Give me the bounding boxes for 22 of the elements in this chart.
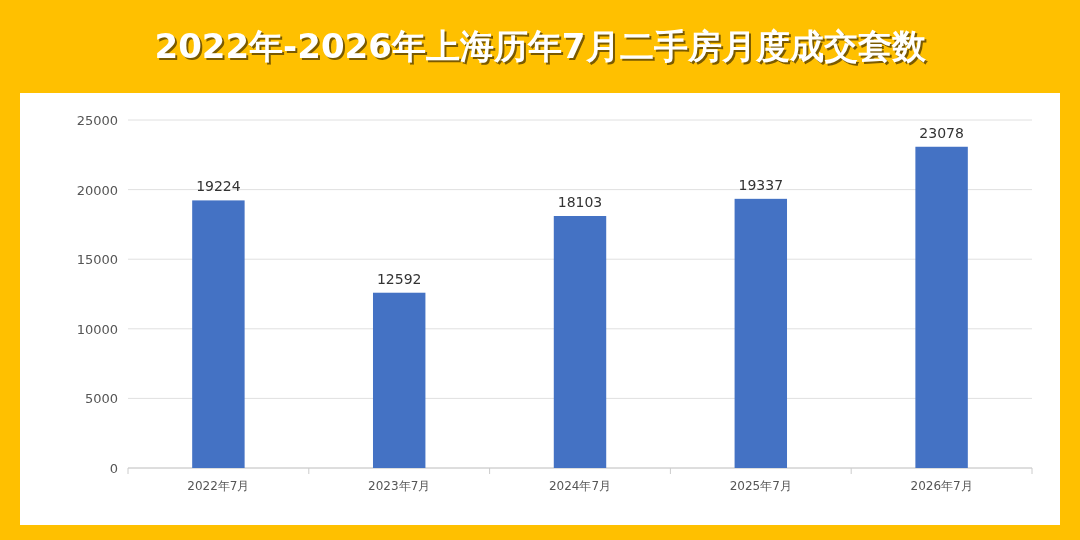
y-tick-label: 15000 xyxy=(76,252,118,268)
data-label: 19337 xyxy=(738,176,784,193)
y-tick-label: 20000 xyxy=(76,182,118,198)
y-tick-label: 5000 xyxy=(84,391,118,407)
chart-title: 2022年-2026年上海历年7月二手房月度成交套数 xyxy=(156,28,929,68)
data-label: 18103 xyxy=(557,194,603,211)
bar xyxy=(734,198,788,468)
bar xyxy=(192,200,245,468)
x-tick-label: 2022年7月 xyxy=(187,479,250,493)
x-tick-label: 2026年7月 xyxy=(910,479,973,493)
bar xyxy=(915,146,968,468)
data-label: 23078 xyxy=(919,124,964,141)
x-tick-label: 2025年7月 xyxy=(729,479,792,493)
y-tick-label: 10000 xyxy=(76,321,118,337)
y-tick-label: 25000 xyxy=(76,113,118,128)
x-tick-label: 2023年7月 xyxy=(368,479,431,493)
y-tick-label: 0 xyxy=(109,461,118,476)
x-tick-label: 2024年7月 xyxy=(548,479,612,493)
bar xyxy=(553,216,607,468)
data-label: 19224 xyxy=(196,178,241,195)
bar xyxy=(372,292,426,468)
data-label: 12592 xyxy=(376,270,422,287)
